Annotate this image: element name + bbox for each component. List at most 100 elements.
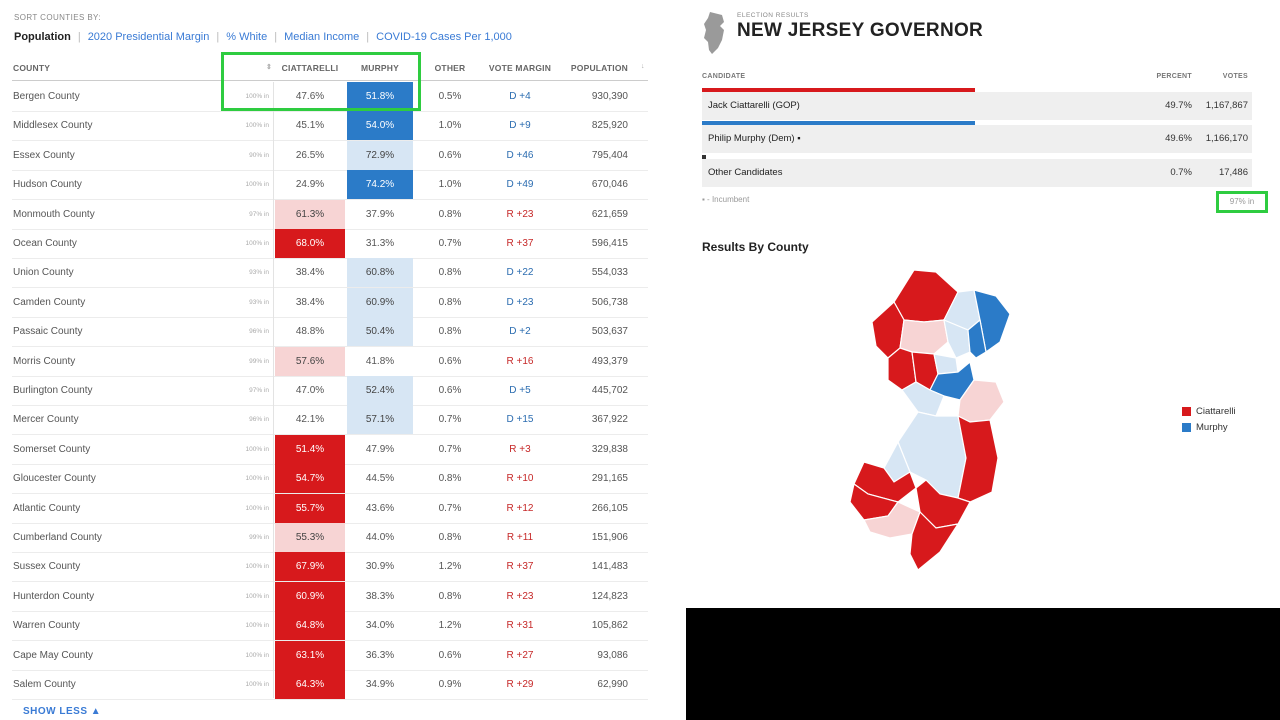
county-name[interactable]: Cape May County: [13, 649, 94, 661]
vote-margin: R +11: [506, 532, 534, 543]
precincts-in: 100% in: [245, 681, 270, 688]
other-percent: 0.6%: [438, 149, 462, 161]
county-name[interactable]: Salem County: [13, 679, 76, 690]
header-divider: [12, 80, 648, 81]
county-name[interactable]: Essex County: [13, 149, 75, 161]
other-percent: 1.2%: [438, 620, 462, 632]
county-name[interactable]: Hudson County: [13, 179, 82, 191]
county-name[interactable]: Ocean County: [13, 238, 77, 249]
county-name[interactable]: Somerset County: [13, 443, 91, 455]
county-name[interactable]: Bergen County: [13, 91, 80, 102]
header-county[interactable]: COUNTY: [13, 63, 51, 73]
county-name[interactable]: Gloucester County: [13, 473, 96, 485]
vote-margin: D +22: [506, 267, 534, 279]
candidate-votes: 1,166,170: [1205, 133, 1248, 144]
county-name[interactable]: Union County: [13, 267, 74, 279]
ciattarelli-percent: 64.8%: [275, 611, 345, 641]
county-name[interactable]: Middlesex County: [13, 120, 93, 132]
sort-arrows-icon[interactable]: ⇕: [266, 64, 273, 71]
header-other[interactable]: OTHER: [434, 63, 466, 73]
header-votes: VOTES: [1222, 73, 1248, 80]
vote-margin: R +37: [506, 238, 534, 249]
row-divider: [12, 698, 648, 700]
precincts-in: 96% in: [249, 416, 269, 424]
other-percent: 1.0%: [438, 179, 462, 191]
vote-margin: D +46: [506, 149, 534, 161]
ciattarelli-percent: 48.8%: [295, 326, 325, 338]
header-murphy[interactable]: MURPHY: [360, 63, 400, 73]
other-percent: 0.8%: [438, 267, 462, 279]
county-name[interactable]: Passaic County: [13, 326, 83, 338]
population-value: 266,105: [591, 502, 628, 514]
population-value: 291,165: [591, 473, 628, 485]
population-value: 105,862: [591, 620, 628, 632]
other-percent: 0.7%: [438, 414, 462, 426]
vote-margin: R +31: [506, 620, 534, 632]
ciattarelli-percent: 38.4%: [295, 267, 325, 279]
header-vote-margin[interactable]: VOTE MARGIN: [488, 63, 552, 73]
other-percent: 0.8%: [438, 590, 462, 602]
sort-options: Population | 2020 Presidential Margin | % Wh…: [14, 31, 512, 43]
county-name[interactable]: Burlington County: [13, 385, 93, 396]
vote-margin: R +23: [506, 208, 534, 220]
sort-separator: |: [216, 31, 220, 43]
murphy-percent: 34.0%: [365, 620, 395, 632]
county-name[interactable]: Camden County: [13, 296, 86, 308]
precincts-in: 97% in: [249, 387, 269, 394]
precincts-in: 93% in: [249, 269, 269, 277]
show-less-button[interactable]: SHOW LESS ▲: [23, 706, 102, 717]
precincts-in: 100% in: [245, 622, 270, 630]
vote-margin: D +5: [509, 385, 531, 396]
other-percent: 0.6%: [438, 649, 462, 661]
sort-option[interactable]: COVID-19 Cases Per 1,000: [376, 31, 512, 43]
precincts-in: 100% in: [245, 445, 270, 453]
header-ciattarelli[interactable]: CIATTARELLI: [281, 63, 339, 73]
legend-label: Murphy: [1196, 422, 1228, 433]
sort-arrow-icon[interactable]: ↓: [641, 63, 645, 70]
county-name[interactable]: Warren County: [13, 620, 80, 632]
other-percent: 0.8%: [438, 473, 462, 485]
vote-margin: D +15: [506, 414, 534, 426]
murphy-percent: 34.9%: [365, 679, 395, 690]
county-name[interactable]: Hunterdon County: [13, 590, 95, 602]
county-map: [849, 269, 1011, 571]
precincts-in: 99% in: [249, 534, 269, 541]
population-value: 445,702: [591, 385, 628, 396]
sort-option[interactable]: Population: [14, 31, 71, 43]
population-value: 151,906: [591, 532, 628, 543]
murphy-percent: 31.3%: [365, 238, 395, 249]
sort-option[interactable]: 2020 Presidential Margin: [87, 31, 210, 43]
sort-option[interactable]: Median Income: [284, 31, 360, 43]
vote-margin: R +3: [509, 443, 531, 455]
ciattarelli-percent: 51.4%: [275, 434, 345, 464]
population-value: 621,659: [591, 208, 628, 220]
county-name[interactable]: Cumberland County: [13, 532, 102, 543]
candidate-row: [702, 92, 1252, 120]
sort-option[interactable]: % White: [226, 31, 268, 43]
candidate-percent: 49.6%: [1165, 133, 1192, 144]
precincts-in: 100% in: [245, 240, 270, 247]
population-value: 141,483: [591, 561, 628, 573]
vote-margin: D +2: [509, 326, 531, 338]
candidate-row: [702, 159, 1252, 187]
murphy-percent: 30.9%: [365, 561, 395, 573]
header-population[interactable]: POPULATION: [570, 63, 628, 73]
legend-item: Ciattarelli: [1182, 406, 1236, 417]
map-county-hudson: [967, 318, 987, 359]
county-name[interactable]: Morris County: [13, 355, 76, 367]
precincts-in: 100% in: [245, 592, 270, 600]
column-divider: [273, 82, 274, 698]
ciattarelli-percent: 47.6%: [295, 91, 325, 102]
county-name[interactable]: Sussex County: [13, 561, 81, 573]
county-name[interactable]: Mercer County: [13, 414, 79, 426]
population-value: 825,920: [591, 120, 628, 132]
candidate-name: Other Candidates: [708, 167, 783, 178]
county-name[interactable]: Atlantic County: [13, 502, 81, 514]
row-divider: [12, 140, 648, 142]
county-name[interactable]: Monmouth County: [13, 208, 95, 220]
precincts-in: 100% in: [245, 93, 270, 100]
other-percent: 0.7%: [438, 238, 462, 249]
ciattarelli-percent: 61.3%: [275, 199, 345, 229]
vote-margin: R +23: [506, 590, 534, 602]
murphy-percent: 43.6%: [365, 502, 395, 514]
